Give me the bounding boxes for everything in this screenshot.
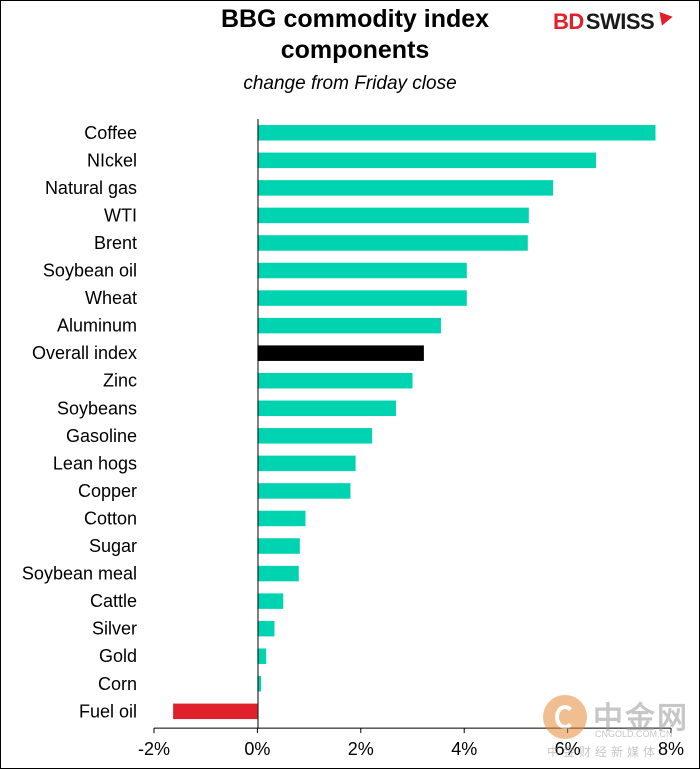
- chart-subtitle: change from Friday close: [243, 73, 457, 94]
- category-label-overall-index: Overall index: [32, 343, 137, 363]
- x-tick-label: 0%: [244, 739, 270, 759]
- category-label-corn: Corn: [98, 674, 137, 694]
- category-label-gold: Gold: [99, 646, 137, 666]
- bar-brent: [257, 235, 528, 251]
- bar-wti: [257, 207, 529, 224]
- chart-title-line2: components: [280, 36, 430, 64]
- watermark-logo-icon: [543, 695, 587, 739]
- bar-fuel-oil: [173, 703, 258, 720]
- bar-gold: [257, 648, 267, 664]
- bar-overall-index: [257, 345, 424, 361]
- category-label-gasoline: Gasoline: [66, 426, 137, 446]
- category-label-coffee: Coffee: [84, 123, 137, 143]
- bar-cotton: [257, 510, 306, 527]
- category-label-fuel-oil: Fuel oil: [79, 701, 137, 721]
- watermark-main-text: 中金网: [593, 702, 689, 735]
- bar-nickel: [257, 152, 597, 169]
- x-tick-label: 6%: [555, 739, 581, 759]
- bar-natural-gas: [257, 180, 554, 196]
- bar-lean-hogs: [257, 455, 356, 472]
- category-label-soybean-oil: Soybean oil: [43, 261, 137, 281]
- bar-wheat: [257, 290, 467, 306]
- x-tick-label: -2%: [138, 739, 170, 759]
- bar-silver: [257, 620, 275, 637]
- watermark-url: CNGOLD.COM.CN: [595, 729, 673, 739]
- category-label-copper: Copper: [78, 481, 137, 501]
- category-label-silver: Silver: [92, 619, 137, 639]
- category-label-soybeans: Soybeans: [57, 398, 137, 418]
- chart-title-line1: BBG commodity index: [220, 5, 490, 33]
- logo-part-swiss: SWISS: [585, 9, 655, 34]
- category-label-lean-hogs: Lean hogs: [53, 453, 137, 473]
- bdswiss-logo: BD SWISS: [553, 8, 673, 36]
- x-tick-label: 2%: [348, 739, 374, 759]
- category-label-aluminum: Aluminum: [57, 316, 137, 336]
- category-label-natural-gas: Natural gas: [45, 178, 137, 198]
- bar-soybean-meal: [257, 565, 299, 582]
- category-label-sugar: Sugar: [89, 536, 137, 556]
- bar-sugar: [257, 538, 300, 554]
- bar-zinc: [257, 372, 413, 389]
- category-label-cattle: Cattle: [90, 591, 137, 611]
- logo-part-bd: BD: [553, 9, 584, 34]
- bar-gasoline: [257, 428, 373, 444]
- bar-aluminum: [257, 317, 441, 334]
- bar-soybean-oil: [257, 262, 467, 279]
- category-label-brent: Brent: [94, 233, 137, 253]
- x-tick-label: 8%: [658, 739, 684, 759]
- bar-copper: [257, 483, 351, 499]
- x-tick-label: 4%: [451, 739, 477, 759]
- watermark: 中金网 CNGOLD.COM.CN 中金财经新媒体: [543, 693, 693, 761]
- bar-coffee: [257, 125, 656, 141]
- category-label-wheat: Wheat: [85, 288, 137, 308]
- chart-title: BBG commodity index components: [150, 4, 560, 66]
- category-label-cotton: Cotton: [84, 508, 137, 528]
- category-label-soybean-meal: Soybean meal: [22, 564, 137, 584]
- category-label-nickel: NIckel: [87, 150, 137, 170]
- bar-cattle: [257, 593, 284, 609]
- category-label-zinc: Zinc: [103, 371, 137, 391]
- bar-corn: [257, 676, 262, 692]
- category-label-wti: WTI: [104, 205, 137, 225]
- watermark-tagline: 中金财经新媒体: [547, 745, 660, 759]
- bar-soybeans: [257, 400, 396, 417]
